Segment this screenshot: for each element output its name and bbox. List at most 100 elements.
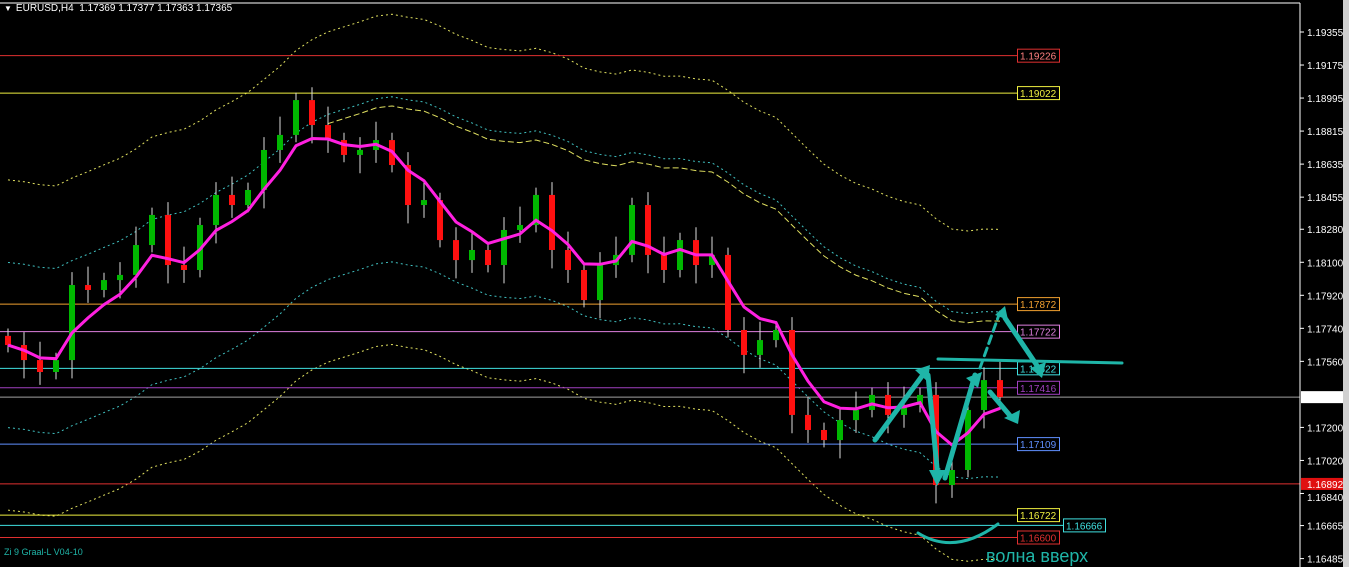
level-label: 1.17109 [1020, 440, 1057, 451]
candle [709, 254, 715, 266]
candle [117, 274, 123, 281]
level-label: 1.19022 [1020, 89, 1057, 100]
candle [581, 269, 587, 301]
candle [437, 200, 443, 241]
band-line [7, 343, 1001, 562]
band-line-mid [327, 105, 1001, 324]
candle [405, 165, 411, 206]
candle [21, 345, 27, 361]
candle [261, 149, 267, 190]
candle [533, 194, 539, 226]
arrow-down-2 [1002, 315, 1043, 373]
level-label: 1.16600 [1020, 534, 1057, 545]
y-tick-label: 1.17020 [1307, 456, 1344, 467]
candle [133, 245, 139, 275]
candle [309, 100, 315, 126]
level-label-box [1017, 437, 1060, 452]
candle [661, 254, 667, 270]
arrow-down-1 [925, 372, 941, 481]
candle [789, 329, 795, 415]
candle [821, 429, 827, 441]
arrow-head-icon [966, 372, 982, 388]
candle [245, 189, 251, 206]
band-line [7, 261, 1001, 480]
candle [37, 360, 43, 372]
candle [5, 335, 11, 346]
candle [469, 249, 475, 261]
y-tick-label: 1.18635 [1307, 160, 1344, 171]
arrow-head-icon [1004, 410, 1020, 424]
candle [549, 194, 555, 250]
scrollbar[interactable] [1343, 0, 1349, 567]
y-tick-label: 1.17200 [1307, 423, 1344, 434]
candle [965, 409, 971, 470]
level-label: 1.17872 [1020, 300, 1057, 311]
candle [229, 194, 235, 206]
red-price-label: 1.16892 [1307, 480, 1344, 491]
candle [981, 380, 987, 410]
candle [357, 149, 363, 155]
candle [341, 140, 347, 155]
candle [885, 394, 891, 415]
candle [853, 409, 859, 421]
wave-curve [916, 522, 1000, 545]
candle [949, 469, 955, 486]
y-tick-label: 1.18100 [1307, 258, 1344, 269]
red-price-tag [1301, 477, 1343, 490]
band-line [7, 13, 1001, 232]
candle [677, 240, 683, 270]
candle [165, 214, 171, 266]
level-label-box [1017, 86, 1060, 101]
candle [741, 329, 747, 355]
candle [85, 285, 91, 290]
y-tick-label: 1.17740 [1307, 324, 1344, 335]
arrow-down-3 [987, 389, 1015, 421]
candles [5, 87, 1003, 504]
candle [517, 225, 523, 230]
indicator-name: Zi 9 Graal-L V04-10 [4, 547, 83, 557]
level-label-box [1017, 324, 1060, 339]
candle [69, 285, 75, 361]
horizontal-levels: 1.192261.190221.178721.177221.175221.174… [0, 48, 1300, 545]
moving-average [7, 136, 1001, 447]
candle [181, 265, 187, 270]
candle [485, 249, 491, 266]
candle [805, 414, 811, 430]
candle [277, 134, 283, 150]
candle [725, 254, 731, 330]
y-tick-label: 1.18995 [1307, 94, 1344, 105]
candle [901, 405, 907, 415]
dropdown-triangle-icon[interactable]: ▼ [4, 4, 12, 13]
y-tick-label: 1.16485 [1307, 555, 1344, 566]
y-tick-label: 1.16840 [1307, 493, 1344, 504]
trend-line [936, 357, 1124, 365]
candle [757, 340, 763, 355]
current-price-label: 1.17365 [1307, 393, 1344, 404]
indicator-bands [7, 13, 1001, 562]
y-tick-label: 1.19355 [1307, 28, 1344, 39]
candle [293, 100, 299, 135]
candle [149, 214, 155, 246]
level-label: 1.17722 [1020, 328, 1057, 339]
ohlc-values: 1.17369 1.17377 1.17363 1.17365 [79, 3, 233, 14]
y-tick-label: 1.18280 [1307, 225, 1344, 236]
candle [837, 420, 843, 441]
y-tick-label: 1.17920 [1307, 291, 1344, 302]
level-label-box [1017, 380, 1060, 395]
y-tick-label: 1.16665 [1307, 522, 1344, 533]
candle [917, 394, 923, 406]
y-tick-label: 1.17560 [1307, 357, 1344, 368]
level-label: 1.16722 [1020, 511, 1057, 522]
arrow-head-icon [929, 470, 946, 486]
wave-annotation [872, 306, 1124, 545]
candle [645, 205, 651, 255]
candle [53, 360, 59, 372]
arrow-up-dashed [978, 310, 1002, 370]
symbol: EURUSD,H4 [15, 3, 74, 14]
current-price-tag [1301, 391, 1343, 404]
level-label-box [1063, 518, 1106, 533]
chart-title: ▼ EURUSD,H4 1.17369 1.17377 1.17363 1.173… [4, 3, 232, 14]
candle [773, 329, 779, 341]
